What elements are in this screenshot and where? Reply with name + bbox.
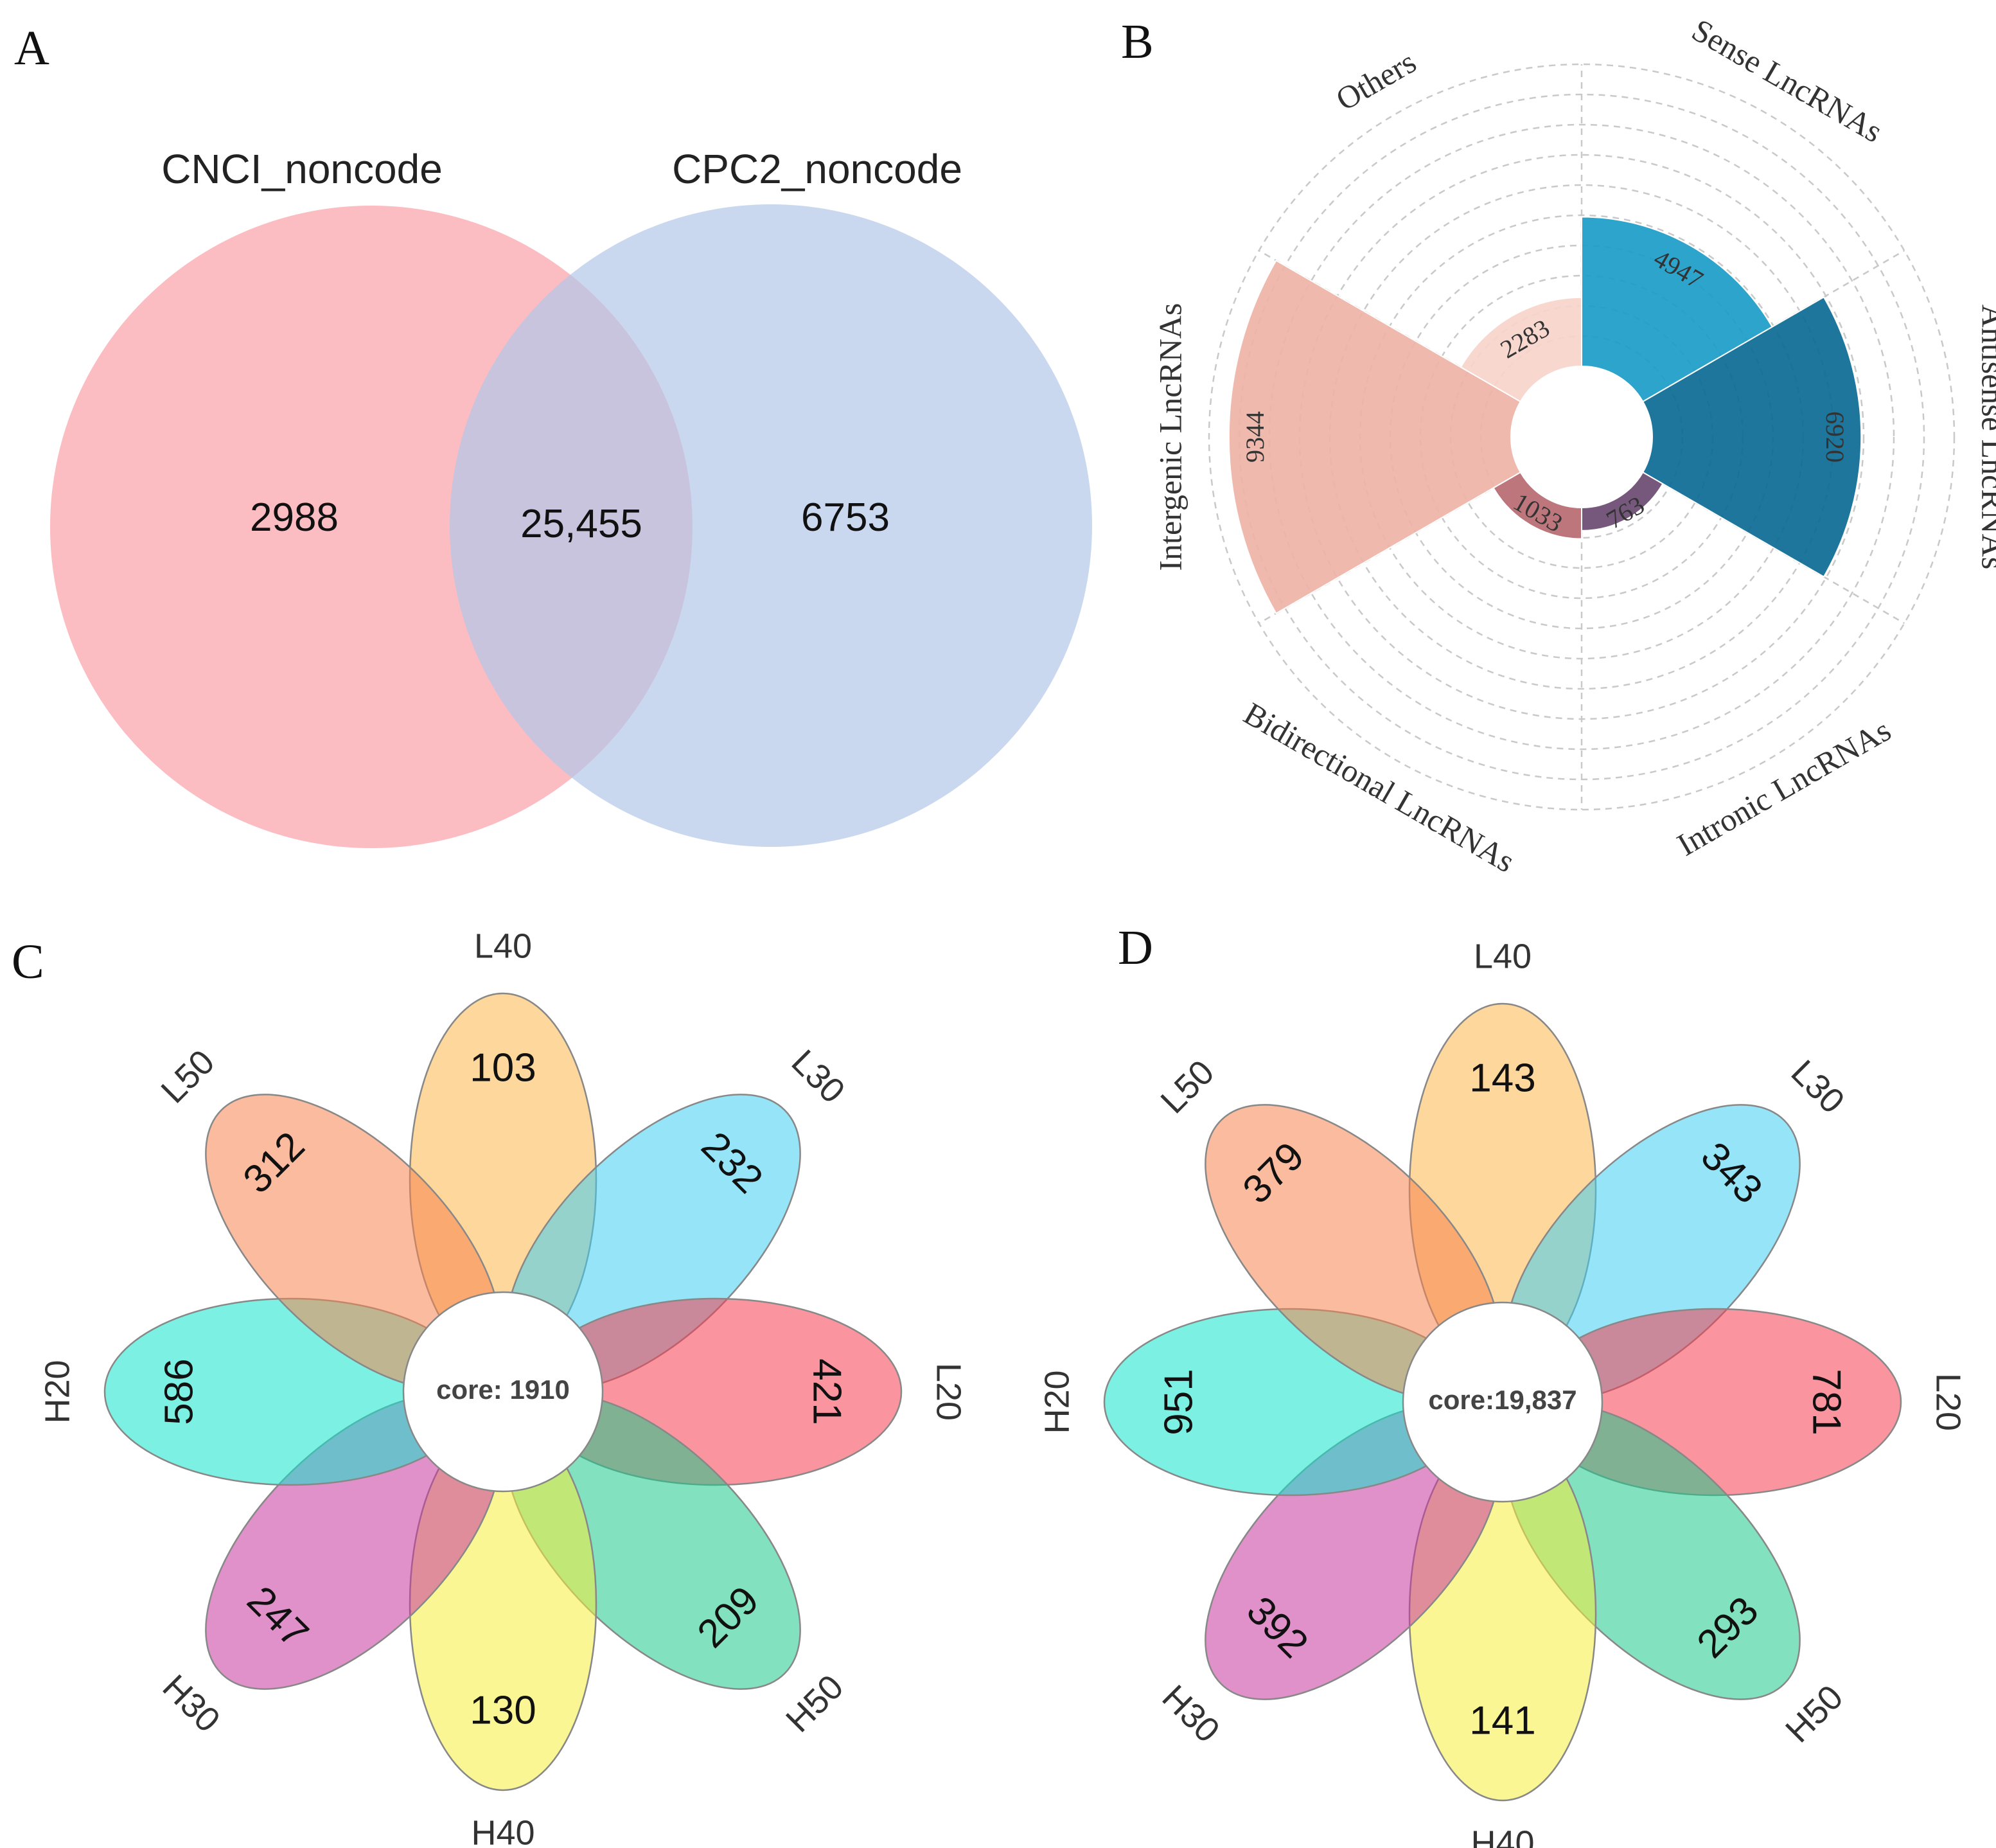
flower-d-petal-label-h20: H20 (1038, 1370, 1076, 1434)
polar-grid-ring (1208, 63, 1956, 811)
panel-letter-a: A (14, 21, 49, 75)
panel-letter-d: D (1118, 921, 1153, 975)
flower-d-core-label: core:19,837 (1428, 1385, 1576, 1415)
panel-letter-c: C (12, 935, 44, 989)
flower-c-core-circle (402, 1291, 604, 1493)
flower-d-core-circle (1402, 1301, 1603, 1503)
flower-c-petal-value-h20: 586 (157, 1358, 201, 1425)
venn-set-label-right: CPC2_noncode (672, 146, 962, 192)
polar-value-antisense: 6920 (1821, 411, 1850, 463)
flower-d-petal-value-l20: 781 (1805, 1369, 1849, 1435)
flower-d-petal-label-l20: L20 (1929, 1373, 1968, 1431)
flower-c-petal-label-l40: L40 (474, 927, 532, 965)
flower-c-petal-label-h20: H20 (38, 1360, 76, 1423)
flower-d-petal-value-h40: 141 (1469, 1698, 1535, 1743)
flower-d-petal-label-h40: H40 (1471, 1824, 1534, 1848)
polar-center-hole (1511, 366, 1652, 508)
polar-value-intergenic: 9344 (1241, 411, 1269, 463)
flower-c-core-label: core: 1910 (436, 1374, 570, 1405)
venn-count-intersection: 25,455 (520, 502, 642, 546)
polar-sectors (1228, 216, 1862, 614)
venn-count-left-only: 2988 (250, 495, 339, 540)
flower-d-petal-label-l40: L40 (1474, 937, 1532, 975)
flower-c-petal-label-h40: H40 (471, 1813, 534, 1848)
flower-c-petal-value-l40: 103 (470, 1045, 536, 1090)
panel-letter-b: B (1121, 15, 1154, 69)
flower-c-petal-value-l20: 421 (805, 1358, 849, 1425)
flower-d-petal-value-l40: 143 (1469, 1056, 1535, 1100)
flower-d-petal-value-h20: 951 (1156, 1369, 1201, 1435)
venn-circle-cpc2 (450, 204, 1092, 847)
flower-c-petal-value-h40: 130 (470, 1688, 536, 1732)
venn-diagram: CNCI_noncode CPC2_noncode 2988 25,455 67… (50, 146, 1092, 848)
venn-set-label-left: CNCI_noncode (161, 146, 443, 192)
flower-c-petal-label-l20: L20 (930, 1363, 968, 1421)
polar-category-antisense: Antisense LncRNAs (1975, 305, 1996, 569)
polar-grid-ring (1268, 123, 1895, 751)
polar-category-intergenic: Intergenic LncRNAs (1152, 303, 1188, 571)
venn-count-right-only: 6753 (801, 495, 890, 540)
